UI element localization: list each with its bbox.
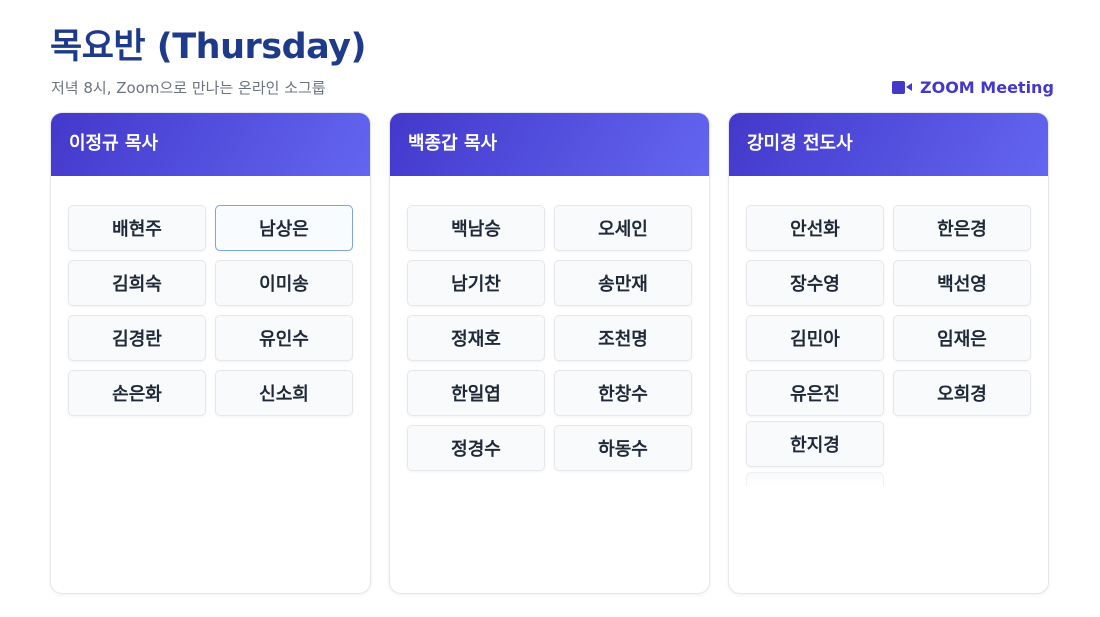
member-button[interactable]: 배현주 — [68, 205, 206, 251]
member-button[interactable]: 남상은 — [215, 205, 353, 251]
member-button[interactable]: 한은경 — [893, 205, 1031, 251]
member-button[interactable]: 오세인 — [554, 205, 692, 251]
member-button[interactable]: 이미송 — [215, 260, 353, 306]
member-button[interactable]: 조천명 — [554, 315, 692, 361]
page-subtitle: 저녁 8시, Zoom으로 만나는 온라인 소그룹 — [51, 79, 326, 97]
member-button[interactable]: 안선화 — [746, 205, 884, 251]
faded-item — [746, 472, 884, 486]
member-button[interactable]: 하동수 — [554, 425, 692, 471]
member-button[interactable]: 백선영 — [893, 260, 1031, 306]
member-button[interactable]: 김민아 — [746, 315, 884, 361]
page-title: 목요반 (Thursday) — [50, 27, 367, 67]
member-button[interactable]: 신소희 — [215, 370, 353, 416]
member-grid: 안선화 한은경 장수영 백선영 김민아 임재은 유은진 오희경 — [729, 176, 1048, 416]
member-button[interactable]: 정재호 — [407, 315, 545, 361]
member-button[interactable]: 한창수 — [554, 370, 692, 416]
member-button[interactable]: 장수영 — [746, 260, 884, 306]
member-button[interactable]: 남기찬 — [407, 260, 545, 306]
video-camera-icon — [892, 81, 912, 94]
zoom-meeting-link[interactable]: ZOOM Meeting — [892, 78, 1054, 97]
member-button[interactable]: 오희경 — [893, 370, 1031, 416]
group-header: 백종갑 목사 — [390, 113, 709, 176]
member-button[interactable]: 백남승 — [407, 205, 545, 251]
group-card: 강미경 전도사 안선화 한은경 장수영 백선영 김민아 임재은 유은진 오희경 한지경 — [728, 112, 1049, 594]
member-button[interactable]: 유인수 — [215, 315, 353, 361]
member-grid: 백남승 오세인 남기찬 송만재 정재호 조천명 한일엽 한창수 정경수 하동수 — [390, 176, 709, 471]
member-button[interactable]: 김경란 — [68, 315, 206, 361]
group-leader: 백종갑 목사 — [408, 133, 498, 154]
group-header: 강미경 전도사 — [729, 113, 1048, 176]
member-button[interactable]: 한지경 — [746, 421, 884, 467]
member-button[interactable]: 정경수 — [407, 425, 545, 471]
member-button[interactable]: 김희숙 — [68, 260, 206, 306]
member-grid: 배현주 남상은 김희숙 이미송 김경란 유인수 손은화 신소희 — [51, 176, 370, 416]
member-button[interactable]: 한일엽 — [407, 370, 545, 416]
zoom-meeting-label: ZOOM Meeting — [920, 78, 1054, 97]
group-leader: 이정규 목사 — [69, 133, 159, 154]
member-button[interactable]: 유은진 — [746, 370, 884, 416]
member-button[interactable]: 임재은 — [893, 315, 1031, 361]
member-button[interactable]: 송만재 — [554, 260, 692, 306]
group-leader: 강미경 전도사 — [747, 133, 853, 154]
group-header: 이정규 목사 — [51, 113, 370, 176]
member-button[interactable]: 손은화 — [68, 370, 206, 416]
